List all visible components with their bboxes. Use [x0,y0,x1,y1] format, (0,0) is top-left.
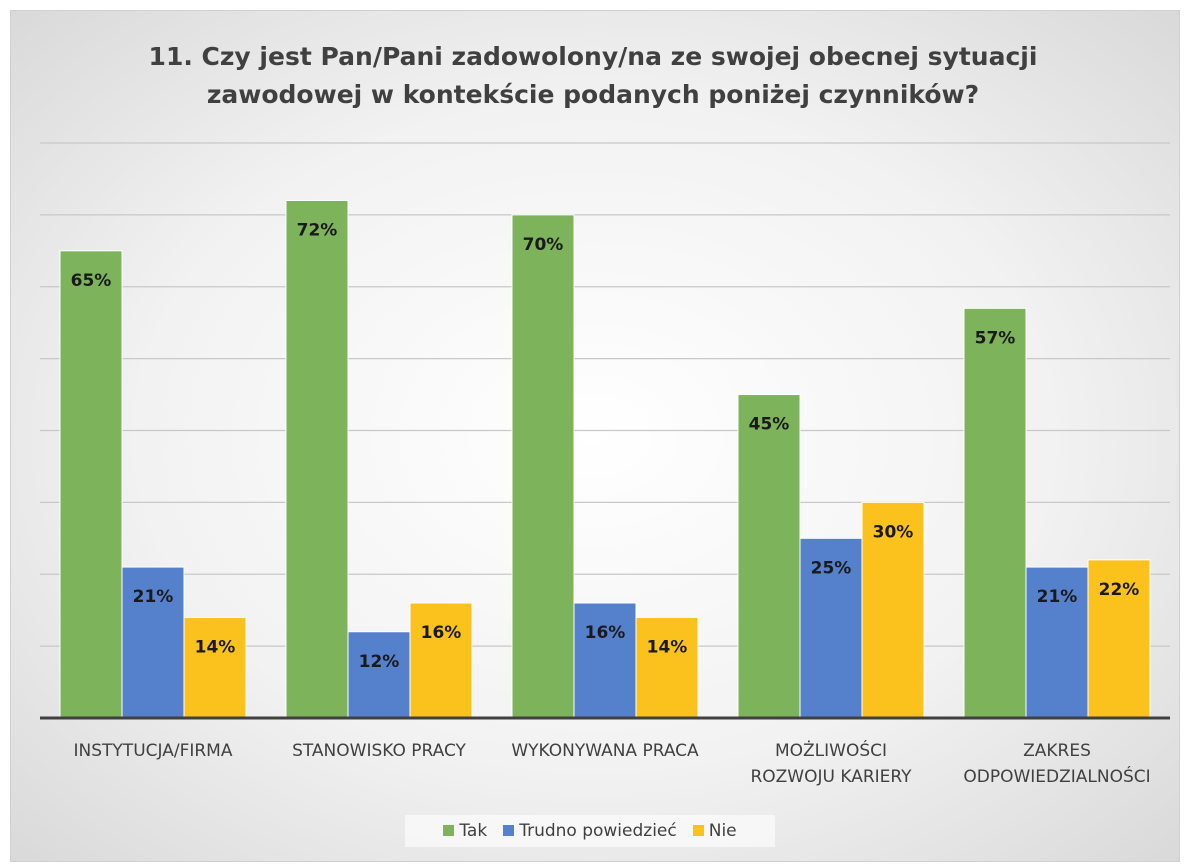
data-label: 21% [133,587,174,607]
data-label: 14% [195,637,236,657]
legend-swatch [692,825,704,836]
bar [409,602,473,719]
bar [511,214,575,719]
legend-label: Nie [708,821,737,841]
data-label: 70% [523,235,564,255]
x-tick-label: MOŻLIWOŚCI ROZWOJU KARIERY [750,741,912,787]
data-label: 16% [585,623,626,643]
data-label: 30% [873,522,914,542]
legend-item: Nie [692,821,737,841]
x-tick-label: STANOWISKO PRACY [292,741,466,761]
data-label: 45% [749,415,790,435]
data-label: 22% [1099,580,1140,600]
legend-label: Trudno powiedzieć [519,821,677,841]
data-label: 57% [975,328,1016,348]
data-label: 72% [297,221,338,241]
legend-swatch [503,825,515,836]
x-tick-label: ZAKRES ODPOWIEDZIALNOŚCI [963,741,1151,787]
legend-item: Trudno powiedzieć [503,821,677,841]
data-label: 12% [359,652,400,672]
legend-item: Tak [443,821,487,841]
data-label: 65% [71,271,112,291]
data-label: 21% [1037,587,1078,607]
bar [737,394,801,719]
data-label: 16% [421,623,462,643]
x-tick-label: WYKONYWANA PRACA [511,741,699,761]
chart-title: 11. Czy jest Pan/Pani zadowolony/na ze s… [148,42,1038,109]
legend-label: Tak [459,821,488,841]
data-label: 14% [647,637,688,657]
x-tick-label: INSTYTUCJA/FIRMA [73,741,233,761]
bar [347,631,411,719]
bar [285,200,349,719]
bar [573,602,637,719]
bar [183,616,247,719]
bar [1087,559,1151,719]
bar [635,616,699,719]
legend: Tak Trudno powiedzieć Nie [405,815,775,847]
bar [963,307,1027,719]
legend-swatch [443,825,455,836]
bar [59,250,123,719]
data-label: 25% [811,558,852,578]
